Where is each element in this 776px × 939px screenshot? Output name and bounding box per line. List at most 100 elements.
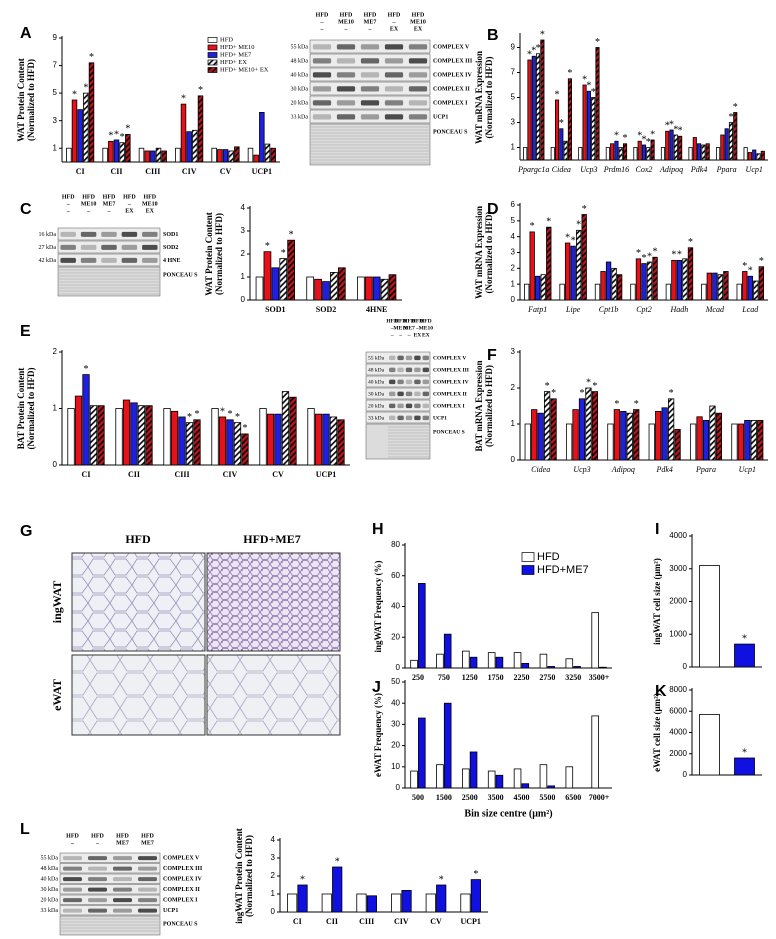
significance-mark: *	[647, 251, 652, 262]
blot-row	[309, 39, 431, 54]
x-tick-label: CI	[76, 167, 85, 176]
kda-label: 40 kDa	[368, 379, 385, 385]
y-tick-label: 2	[53, 347, 58, 356]
lane-label: HFD	[412, 318, 424, 324]
bar	[192, 129, 198, 163]
x-tick-label: Cpt2	[636, 305, 652, 314]
blot-band	[60, 257, 76, 263]
legend-swatch	[521, 552, 535, 562]
bar	[322, 281, 330, 301]
lane-label: –	[66, 201, 71, 207]
blot-band	[312, 86, 332, 92]
bar	[543, 391, 551, 461]
legend-label: HFD+ME7	[537, 564, 589, 576]
bar	[678, 135, 683, 161]
blot-band	[60, 244, 76, 250]
bar	[89, 405, 98, 466]
y-tick-label: 5	[511, 93, 516, 102]
y-tick-label: 2	[271, 871, 276, 880]
y-tick-label: 1	[511, 143, 516, 152]
bar	[241, 433, 249, 466]
bar	[554, 99, 560, 161]
bar	[747, 275, 753, 301]
blot-band	[414, 403, 421, 409]
bar	[274, 413, 282, 466]
y-axis-label: (Normalized to HFD)	[26, 59, 36, 141]
legend-swatch	[207, 37, 218, 43]
significance-mark: *	[114, 129, 119, 140]
significance-mark: *	[220, 406, 225, 417]
lane-label: HFD	[420, 318, 432, 324]
bar	[689, 423, 697, 461]
lane-label: ME7	[403, 325, 415, 331]
bar	[699, 714, 720, 776]
blot-row	[59, 905, 161, 916]
x-tick-label: Ppara	[695, 465, 716, 474]
y-tick-label: 4000	[669, 728, 687, 737]
panel-letter: F	[487, 347, 497, 364]
blot-band	[389, 415, 396, 421]
lane-label: HFD	[403, 318, 415, 324]
column-label: HFD+ME7	[243, 532, 301, 546]
blot-band	[384, 100, 404, 106]
x-tick-label: 1250	[462, 673, 478, 682]
bar	[665, 130, 670, 161]
blot-band	[312, 72, 332, 78]
y-tick-label: 4	[511, 232, 516, 241]
bar	[144, 150, 150, 163]
bar	[692, 137, 697, 161]
blot-row	[309, 81, 431, 96]
bar	[521, 662, 530, 669]
bar	[531, 55, 536, 161]
significance-mark: *	[235, 412, 240, 423]
x-tick-label: CI	[293, 917, 302, 926]
bar	[736, 283, 742, 301]
x-tick-label: Adipoq	[659, 165, 683, 174]
y-axis-label: WAT Protein Content	[16, 58, 26, 142]
significance-mark: *	[653, 247, 658, 258]
blot-band	[312, 58, 332, 64]
bar	[97, 405, 105, 466]
bar	[747, 152, 752, 161]
blot-band	[138, 908, 157, 913]
y-tick-label: 0	[53, 460, 58, 469]
significance-mark: *	[742, 747, 747, 758]
bar	[565, 766, 574, 789]
x-tick-label: 6500	[565, 793, 581, 802]
bar	[186, 131, 192, 163]
significance-mark: *	[228, 409, 233, 420]
bar	[535, 275, 541, 301]
y-axis-label: BAT mRNA Expression	[474, 360, 484, 451]
lane-label: ME10	[410, 19, 426, 25]
bar	[733, 112, 738, 161]
bar	[137, 405, 146, 466]
bar	[178, 416, 186, 466]
kda-label: 30 kDa	[368, 391, 385, 397]
bar	[513, 652, 522, 669]
y-tick-label: 3	[511, 347, 516, 356]
y-axis-label: (Normalized to HFD)	[244, 835, 254, 917]
blot-band	[336, 44, 356, 50]
bar	[337, 267, 346, 301]
bar	[648, 423, 655, 461]
blot-band	[384, 58, 404, 64]
bar	[567, 78, 572, 161]
bar	[682, 258, 688, 301]
bar	[462, 768, 470, 789]
lane-label: ME10	[338, 19, 354, 25]
x-tick-label: 4HNE	[366, 305, 387, 314]
blot-band	[405, 403, 413, 409]
blot-band	[422, 355, 429, 361]
x-tick-label: CIII	[359, 917, 374, 926]
bar	[539, 764, 548, 789]
histology-image	[206, 552, 341, 652]
lane-label: –	[127, 201, 132, 207]
bar	[652, 256, 658, 301]
blot-band	[113, 898, 132, 903]
y-axis-label: (Normalized to HFD)	[484, 365, 494, 447]
significance-mark: *	[582, 74, 587, 85]
bar	[287, 239, 295, 301]
y-tick-label: 6000	[669, 706, 687, 715]
bar	[306, 276, 315, 301]
bar	[595, 47, 600, 161]
